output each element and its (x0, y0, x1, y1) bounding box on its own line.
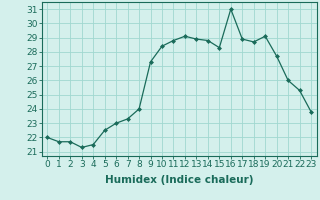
X-axis label: Humidex (Indice chaleur): Humidex (Indice chaleur) (105, 175, 253, 185)
